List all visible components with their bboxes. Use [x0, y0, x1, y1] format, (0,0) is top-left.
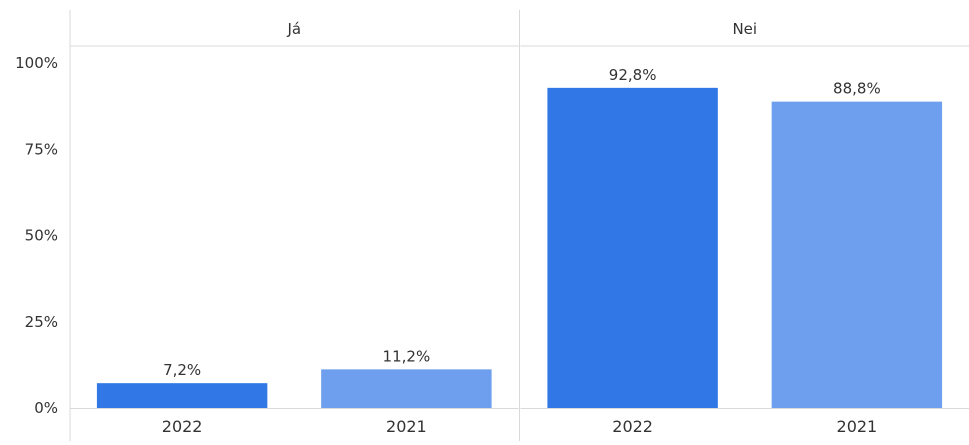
data-label: 92,8% [609, 66, 657, 84]
data-label: 7,2% [163, 361, 201, 379]
data-label: 88,8% [833, 80, 881, 98]
y-tick-label: 75% [25, 140, 58, 158]
x-tick-label: 2022 [612, 417, 653, 436]
bar [771, 101, 943, 408]
x-tick-label: 2022 [162, 417, 203, 436]
facet-title: Nei [732, 20, 757, 38]
x-tick-label: 2021 [386, 417, 427, 436]
x-tick-label: 2021 [837, 417, 878, 436]
y-tick-label: 25% [25, 313, 58, 331]
facet-title: Já [286, 20, 301, 38]
bar [547, 87, 718, 408]
y-tick-label: 50% [25, 227, 58, 245]
data-label: 11,2% [383, 347, 431, 365]
bar [321, 369, 492, 408]
bar [96, 383, 268, 408]
y-tick-label: 0% [34, 399, 58, 417]
y-tick-label: 100% [15, 54, 58, 72]
